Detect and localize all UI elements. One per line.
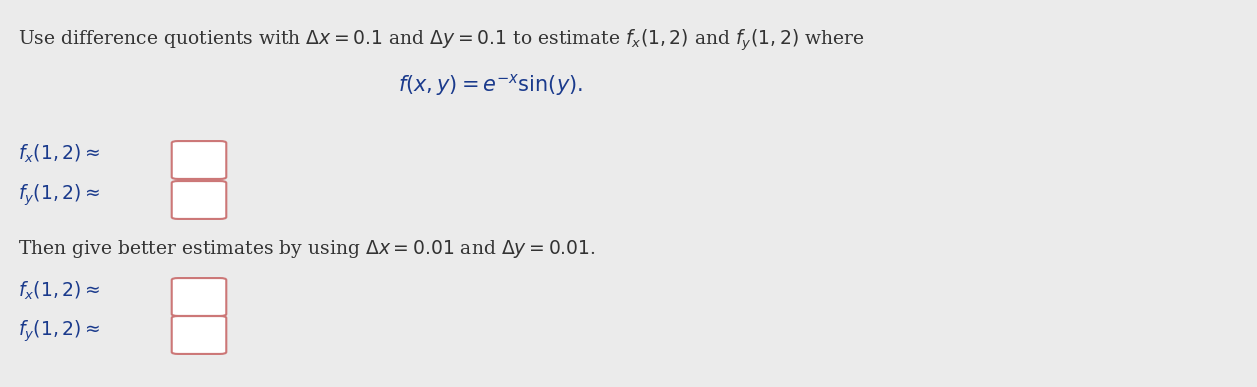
Text: $f_x(1, 2) \approx$: $f_x(1, 2) \approx$ [18,143,101,165]
FancyBboxPatch shape [172,181,226,219]
Text: $f_y(1, 2) \approx$: $f_y(1, 2) \approx$ [18,318,101,344]
Text: $f(x, y) = e^{-x}\sin(y).$: $f(x, y) = e^{-x}\sin(y).$ [397,72,582,98]
Text: Use difference quotients with $\Delta x = 0.1$ and $\Delta y = 0.1$ to estimate : Use difference quotients with $\Delta x … [18,28,865,53]
Text: $f_y(1, 2) \approx$: $f_y(1, 2) \approx$ [18,183,101,209]
Text: $f_x(1, 2) \approx$: $f_x(1, 2) \approx$ [18,280,101,302]
FancyBboxPatch shape [172,141,226,179]
Text: Then give better estimates by using $\Delta x = 0.01$ and $\Delta y = 0.01$.: Then give better estimates by using $\De… [18,238,596,260]
FancyBboxPatch shape [172,316,226,354]
FancyBboxPatch shape [172,278,226,316]
